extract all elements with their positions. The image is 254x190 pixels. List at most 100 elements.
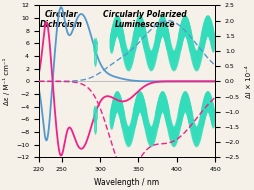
Ellipse shape (142, 28, 145, 47)
Ellipse shape (143, 32, 146, 52)
Ellipse shape (111, 105, 114, 124)
Ellipse shape (181, 19, 184, 38)
Ellipse shape (203, 21, 206, 40)
Ellipse shape (163, 95, 166, 114)
Ellipse shape (180, 20, 183, 40)
Ellipse shape (118, 96, 121, 116)
Ellipse shape (211, 32, 214, 52)
Ellipse shape (156, 26, 160, 45)
Ellipse shape (126, 127, 130, 147)
Ellipse shape (169, 123, 172, 143)
Ellipse shape (206, 16, 209, 36)
Ellipse shape (137, 92, 140, 112)
Ellipse shape (110, 31, 113, 51)
Ellipse shape (184, 17, 187, 36)
Ellipse shape (125, 125, 128, 145)
Ellipse shape (139, 92, 142, 112)
Ellipse shape (184, 93, 187, 112)
Ellipse shape (173, 50, 176, 69)
Ellipse shape (136, 18, 139, 37)
Ellipse shape (199, 37, 202, 56)
Ellipse shape (115, 92, 118, 111)
Ellipse shape (132, 37, 135, 56)
Ellipse shape (170, 50, 173, 69)
Ellipse shape (147, 48, 150, 67)
Ellipse shape (153, 40, 156, 60)
Ellipse shape (179, 24, 182, 44)
Ellipse shape (121, 109, 124, 129)
Ellipse shape (200, 35, 203, 54)
Ellipse shape (201, 29, 204, 49)
Ellipse shape (155, 33, 158, 52)
Ellipse shape (169, 121, 172, 141)
Ellipse shape (210, 25, 213, 45)
Ellipse shape (194, 127, 197, 146)
Ellipse shape (136, 95, 139, 115)
Ellipse shape (175, 119, 178, 139)
Ellipse shape (202, 25, 205, 44)
Ellipse shape (191, 45, 194, 64)
Ellipse shape (118, 22, 121, 41)
Ellipse shape (204, 94, 207, 113)
Ellipse shape (176, 115, 179, 134)
Ellipse shape (178, 31, 181, 51)
Ellipse shape (162, 18, 165, 37)
Ellipse shape (181, 93, 184, 113)
Ellipse shape (161, 92, 164, 111)
Ellipse shape (152, 120, 155, 140)
Ellipse shape (183, 92, 186, 112)
Ellipse shape (205, 92, 209, 111)
Ellipse shape (200, 108, 203, 127)
Ellipse shape (196, 50, 199, 70)
Ellipse shape (155, 109, 158, 128)
Ellipse shape (120, 28, 123, 48)
Ellipse shape (188, 107, 191, 126)
Ellipse shape (201, 103, 204, 123)
Ellipse shape (157, 97, 161, 117)
Ellipse shape (189, 36, 192, 55)
Ellipse shape (193, 50, 196, 69)
Ellipse shape (168, 120, 171, 139)
Ellipse shape (196, 125, 199, 144)
Ellipse shape (210, 28, 213, 47)
Ellipse shape (187, 102, 190, 121)
Ellipse shape (127, 51, 130, 71)
Ellipse shape (153, 43, 156, 62)
Ellipse shape (164, 25, 167, 44)
Ellipse shape (167, 39, 170, 59)
Ellipse shape (172, 51, 175, 71)
Ellipse shape (205, 16, 208, 36)
Ellipse shape (173, 127, 176, 146)
Ellipse shape (160, 92, 163, 112)
Ellipse shape (195, 127, 198, 147)
Ellipse shape (142, 103, 145, 123)
Ellipse shape (179, 26, 182, 46)
Ellipse shape (203, 97, 206, 116)
Ellipse shape (139, 17, 142, 37)
Ellipse shape (146, 44, 149, 64)
Ellipse shape (140, 20, 143, 39)
Ellipse shape (197, 124, 200, 143)
Ellipse shape (148, 51, 151, 70)
Ellipse shape (196, 126, 199, 145)
Ellipse shape (116, 92, 119, 112)
Ellipse shape (177, 36, 180, 56)
Ellipse shape (168, 117, 171, 137)
Ellipse shape (169, 47, 172, 67)
Ellipse shape (115, 16, 118, 36)
Ellipse shape (146, 46, 149, 66)
Ellipse shape (135, 23, 138, 42)
Ellipse shape (145, 42, 148, 62)
Ellipse shape (204, 17, 208, 36)
Ellipse shape (141, 23, 144, 43)
Ellipse shape (172, 127, 175, 147)
Ellipse shape (117, 17, 120, 37)
Ellipse shape (209, 99, 212, 119)
Ellipse shape (158, 94, 162, 114)
Ellipse shape (169, 46, 172, 65)
Ellipse shape (110, 34, 113, 53)
Ellipse shape (158, 18, 162, 38)
Ellipse shape (175, 43, 178, 63)
Ellipse shape (208, 95, 211, 115)
Ellipse shape (141, 97, 144, 117)
